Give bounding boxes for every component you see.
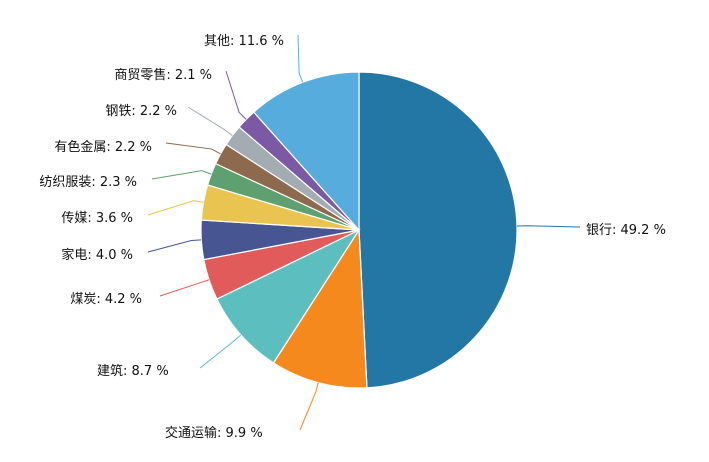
leader-line-9 xyxy=(225,70,247,120)
slice-label-4: 家电: 4.0 % xyxy=(61,247,133,263)
slice-label-1: 交通运输: 9.9 % xyxy=(165,425,263,441)
leader-lines xyxy=(147,34,581,431)
slice-label-9: 商贸零售: 2.1 % xyxy=(114,67,212,83)
leader-line-8 xyxy=(187,106,233,136)
pie-slice-0 xyxy=(358,71,518,389)
slice-label-0: 银行: 49.2 % xyxy=(586,223,666,238)
slice-label-6: 纺织服装: 2.3 % xyxy=(39,175,137,190)
leader-line-7 xyxy=(165,142,221,155)
slice-label-10: 其他: 11.6 % xyxy=(204,34,284,49)
slice-label-2: 建筑: 8.7 % xyxy=(97,363,169,379)
slice-label-5: 传媒: 3.6 % xyxy=(61,211,133,226)
leader-line-4 xyxy=(147,239,202,253)
slice-labels: 银行: 49.2 % 交通运输: 9.9 % 建筑: 8.7 % 煤炭: 4.2 % 家… xyxy=(39,34,666,441)
slice-label-8: 钢铁: 2.2 % xyxy=(105,104,177,119)
leader-line-1 xyxy=(299,382,319,431)
slice-label-7: 有色金属: 2.2 % xyxy=(54,139,152,155)
slice-label-3: 煤炭: 4.2 % xyxy=(70,292,142,307)
leader-line-10 xyxy=(297,34,304,83)
leader-line-0 xyxy=(516,225,581,228)
leader-line-2 xyxy=(199,334,242,369)
leader-line-5 xyxy=(147,200,204,216)
pie-slices xyxy=(200,71,518,389)
leader-line-3 xyxy=(159,279,210,297)
pie-slice-10 xyxy=(252,71,360,232)
pie-slice-2 xyxy=(216,228,361,364)
leader-line-6 xyxy=(151,170,212,180)
pie-slice-1 xyxy=(272,228,368,389)
